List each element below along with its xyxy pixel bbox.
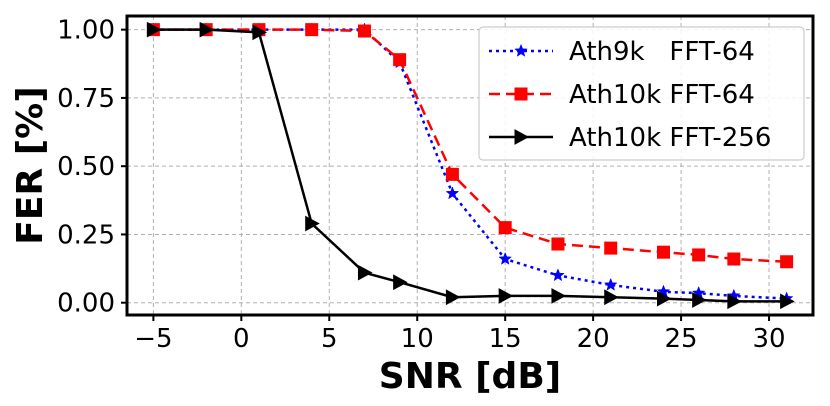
legend-marker: [514, 43, 528, 57]
data-point: [603, 277, 618, 291]
x-tick-label: 5: [321, 324, 338, 354]
y-tick-label: 0.00: [57, 289, 115, 319]
legend-marker: [514, 129, 530, 145]
legend: Ath9k FFT-64 Ath10k FFT-64 Ath10k FFT-256: [478, 26, 805, 161]
y-tick-label: 0.75: [57, 84, 115, 114]
grid: [127, 16, 813, 315]
data-point: [604, 289, 619, 306]
x-tick-label: 15: [489, 324, 522, 354]
data-point: [445, 289, 461, 306]
data-point: [445, 167, 459, 181]
legend-item: Ath10k FFT-64: [489, 80, 755, 110]
data-point: [604, 241, 618, 255]
data-point: [252, 24, 267, 41]
data-point: [727, 252, 741, 266]
legend-label: Ath9k FFT-64: [569, 37, 755, 67]
y-tick-label: 1.00: [57, 16, 115, 46]
legend-marker: [514, 87, 528, 101]
data-point: [780, 255, 794, 269]
data-point: [551, 268, 565, 282]
x-tick-label: 30: [752, 324, 785, 354]
x-tick-label: 10: [401, 324, 434, 354]
series-3: [146, 21, 795, 310]
data-point: [551, 288, 567, 304]
y-tick-label: 0.25: [57, 220, 115, 250]
data-point: [146, 21, 162, 38]
series-line: [153, 28, 787, 300]
x-tick-label: 20: [577, 324, 610, 354]
series-layer: [146, 21, 795, 310]
y-tick-label: 0.50: [57, 152, 115, 182]
data-point: [199, 21, 215, 38]
data-point: [357, 264, 373, 281]
legend-item: Ath10k FFT-256: [489, 123, 771, 153]
data-point: [393, 53, 407, 67]
data-point: [357, 24, 371, 38]
data-point: [498, 221, 512, 235]
data-point: [445, 186, 460, 200]
data-point: [498, 288, 514, 304]
data-point: [656, 290, 672, 307]
data-point: [692, 248, 706, 262]
legend-item: Ath9k FFT-64: [489, 37, 755, 67]
data-point: [656, 245, 670, 259]
y-axis-title: FER [%]: [10, 86, 51, 244]
data-point: [780, 293, 795, 310]
legend-label: Ath10k FFT-64: [569, 80, 755, 110]
x-tick-label: −5: [134, 324, 172, 354]
data-point: [727, 293, 742, 310]
data-point: [305, 23, 319, 37]
x-tick-label: 0: [233, 324, 250, 354]
data-point: [305, 215, 320, 232]
data-point: [498, 251, 513, 265]
legend-box: [478, 26, 805, 161]
x-axis-title: SNR [dB]: [379, 356, 561, 397]
data-point: [692, 292, 707, 308]
data-point: [393, 274, 408, 291]
data-point: [551, 237, 565, 251]
axis-ticks: −5 0 5 10 15 20 25 30 0.00 0.25 0.50 0.75 1.00: [57, 16, 785, 354]
x-tick-label: 25: [665, 324, 698, 354]
legend-label: Ath10k FFT-256: [569, 123, 771, 153]
